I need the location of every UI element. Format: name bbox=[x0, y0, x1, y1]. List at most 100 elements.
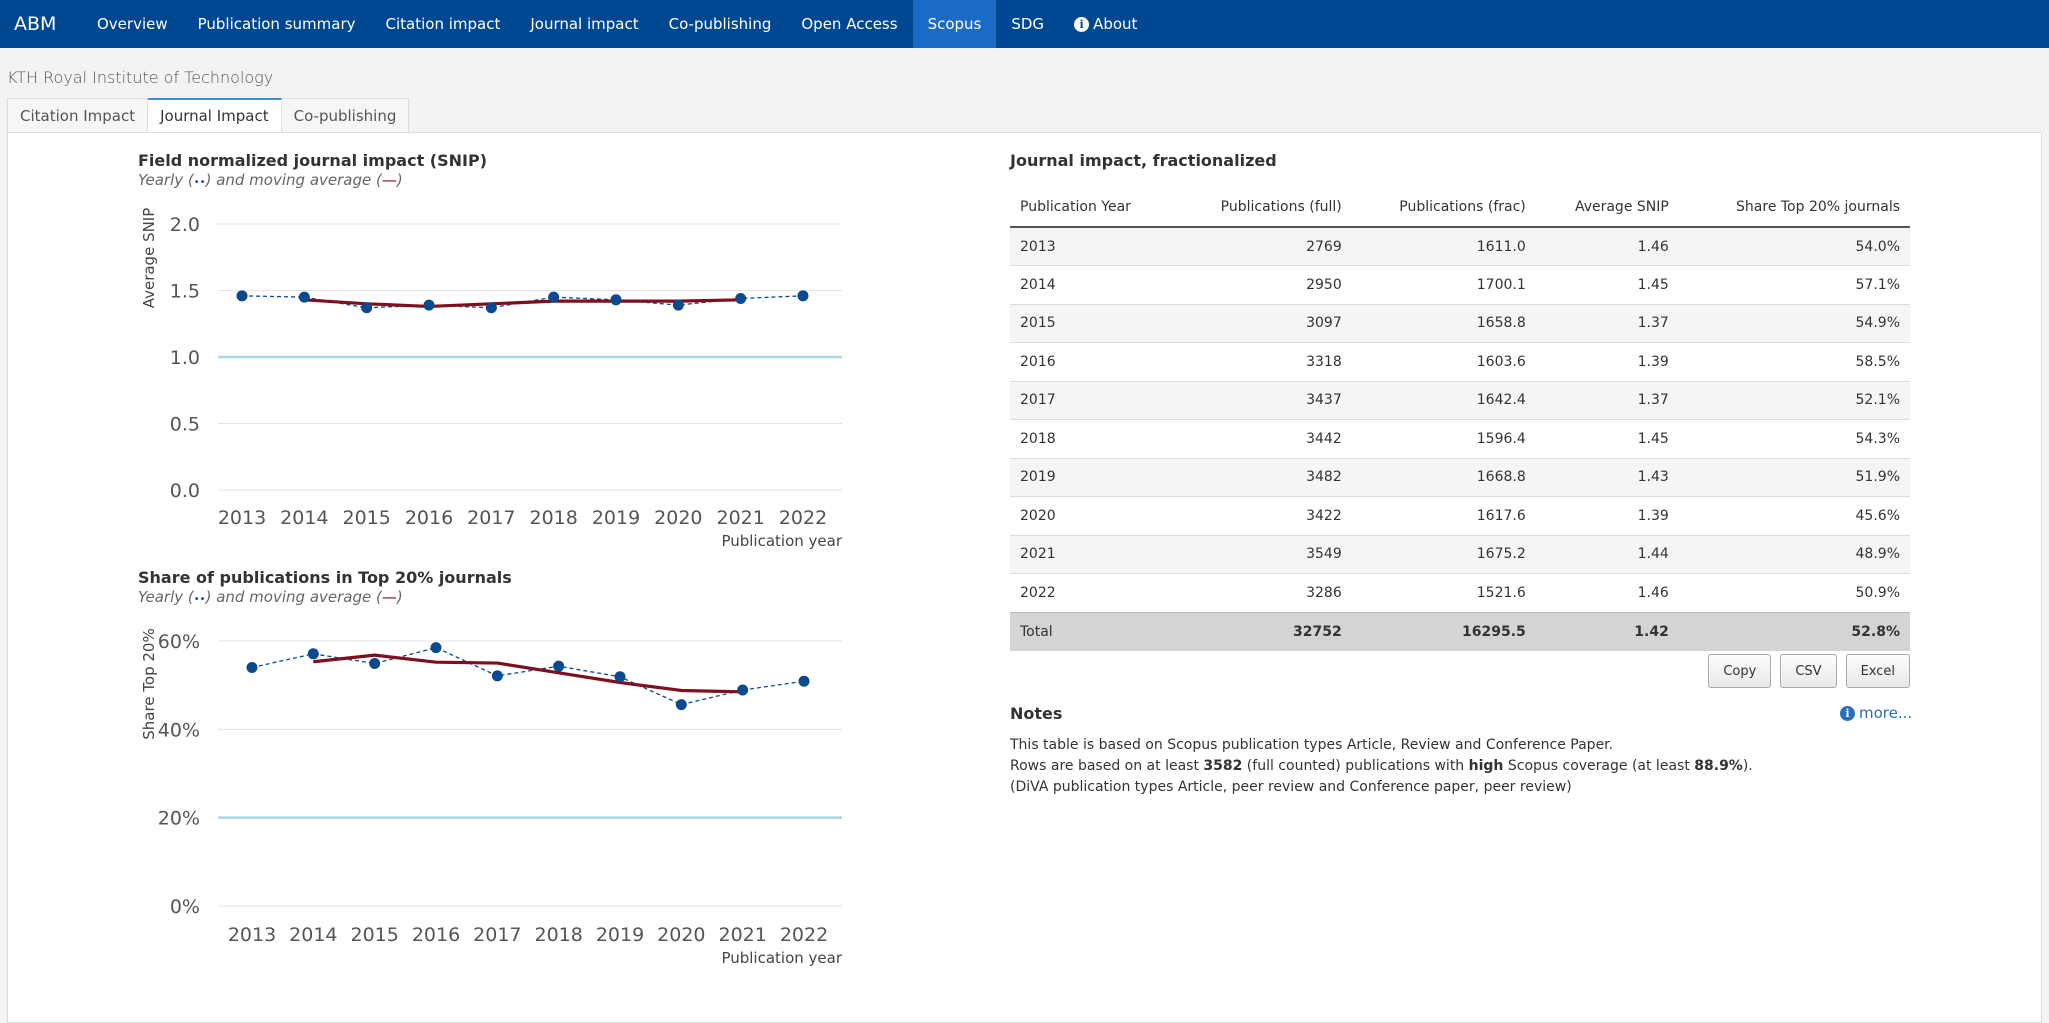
tab-co-publishing[interactable]: Co-publishing bbox=[281, 98, 410, 132]
x-tick-label: 2013 bbox=[218, 507, 266, 529]
table-cell: 52.8% bbox=[1678, 611, 1910, 651]
notes-fragment: Scopus coverage (at least bbox=[1503, 758, 1695, 774]
data-point bbox=[737, 684, 749, 696]
table-row: 2021 3549 1675.2 1.44 48.9% bbox=[1010, 534, 1910, 574]
table-cell: 52.1% bbox=[1678, 380, 1910, 420]
y-tick-label: 2.0 bbox=[170, 214, 200, 236]
table-cell: 50.9% bbox=[1678, 573, 1910, 612]
table-cell: 54.9% bbox=[1678, 303, 1910, 343]
data-point bbox=[735, 292, 747, 304]
table-cell: 2014 bbox=[1010, 265, 1175, 304]
x-tick-label: 2015 bbox=[342, 507, 390, 529]
table-cell: 1.39 bbox=[1535, 496, 1679, 535]
table-cell: 1668.8 bbox=[1351, 457, 1536, 497]
notes-fragment: Rows are based on at least bbox=[1010, 758, 1204, 774]
yearly-dots-legend: •• bbox=[193, 594, 206, 605]
table-cell: 45.6% bbox=[1678, 496, 1910, 535]
nav-about[interactable]: i About bbox=[1059, 0, 1152, 48]
y-tick-label: 0% bbox=[170, 896, 200, 918]
data-point bbox=[298, 291, 310, 303]
x-tick-label: 2014 bbox=[280, 507, 328, 529]
nav-journal-impact[interactable]: Journal impact bbox=[530, 15, 639, 33]
nav-publication-summary[interactable]: Publication summary bbox=[197, 15, 356, 33]
table-cell: 1.39 bbox=[1535, 342, 1679, 381]
x-tick-label: 2019 bbox=[596, 924, 644, 946]
page-title: KTH Royal Institute of Technology bbox=[7, 68, 274, 87]
table-cell: 2015 bbox=[1010, 303, 1175, 343]
data-point bbox=[369, 658, 381, 670]
nav-citation-impact[interactable]: Citation impact bbox=[385, 15, 501, 33]
data-point bbox=[307, 648, 319, 660]
table-cell: 2017 bbox=[1010, 380, 1175, 420]
y-tick-label: 60% bbox=[158, 631, 200, 653]
snip-chart-subtitle: Yearly (••) and moving average (—) bbox=[138, 171, 403, 189]
data-point bbox=[236, 290, 248, 302]
table-cell: 1.45 bbox=[1535, 265, 1679, 304]
x-tick-label: 2020 bbox=[657, 924, 705, 946]
more-link-label: more... bbox=[1859, 704, 1913, 722]
subtitle-part: Yearly ( bbox=[138, 171, 194, 189]
yearly-series-line bbox=[251, 646, 805, 706]
copy-button[interactable]: Copy bbox=[1708, 654, 1772, 688]
table-cell: 3286 bbox=[1174, 573, 1352, 612]
top20-chart-title: Share of publications in Top 20% journal… bbox=[138, 568, 512, 587]
x-tick-label: 2013 bbox=[228, 924, 276, 946]
excel-button[interactable]: Excel bbox=[1845, 654, 1910, 688]
table-cell: 2020 bbox=[1010, 496, 1175, 535]
col-header-year[interactable]: Publication Year bbox=[1010, 188, 1175, 228]
table-cell: 3318 bbox=[1174, 342, 1352, 381]
nav-sdg[interactable]: SDG bbox=[1011, 15, 1045, 33]
moving-average-legend: — bbox=[381, 588, 397, 606]
col-header-share-top20[interactable]: Share Top 20% journals bbox=[1678, 188, 1910, 228]
y-tick-label: 1.5 bbox=[170, 281, 200, 303]
x-tick-label: 2021 bbox=[718, 924, 766, 946]
nav-co-publishing[interactable]: Co-publishing bbox=[668, 15, 772, 33]
table-cell: 1.45 bbox=[1535, 419, 1679, 458]
table-row: 2022 3286 1521.6 1.46 50.9% bbox=[1010, 573, 1910, 612]
table-cell: 1.43 bbox=[1535, 457, 1679, 497]
csv-button[interactable]: CSV bbox=[1780, 654, 1837, 688]
table-row: 2019 3482 1668.8 1.43 51.9% bbox=[1010, 457, 1910, 497]
table-row: 2013 2769 1611.0 1.46 54.0% bbox=[1010, 226, 1910, 266]
data-point bbox=[246, 662, 258, 673]
nav-about-label: About bbox=[1093, 15, 1138, 33]
more-info-link[interactable]: i more... bbox=[1840, 704, 1912, 722]
data-point bbox=[423, 299, 435, 311]
tab-citation-impact[interactable]: Citation Impact bbox=[7, 98, 149, 132]
x-tick-label: 2015 bbox=[350, 924, 398, 946]
x-tick-label: 2016 bbox=[412, 924, 460, 946]
notes-line-2: Rows are based on at least 3582 (full co… bbox=[1010, 756, 1753, 777]
table-cell: 57.1% bbox=[1678, 265, 1910, 304]
table-cell: 1617.6 bbox=[1351, 496, 1536, 535]
data-point bbox=[553, 660, 565, 672]
data-point bbox=[485, 302, 497, 314]
table-cell: 1658.8 bbox=[1351, 303, 1536, 343]
snip-chart-title: Field normalized journal impact (SNIP) bbox=[138, 151, 487, 170]
x-axis-title: Publication year bbox=[721, 532, 842, 550]
table-cell: 1611.0 bbox=[1351, 226, 1536, 266]
notes-min-count: 3582 bbox=[1203, 758, 1243, 774]
data-point bbox=[361, 302, 373, 314]
col-header-pubs-full[interactable]: Publications (full) bbox=[1174, 188, 1352, 228]
table-row: 2017 3437 1642.4 1.37 52.1% bbox=[1010, 380, 1910, 420]
nav-scopus[interactable]: Scopus bbox=[912, 0, 997, 48]
col-header-pubs-frac[interactable]: Publications (frac) bbox=[1351, 188, 1536, 228]
table-cell: 32752 bbox=[1174, 611, 1352, 651]
x-tick-label: 2016 bbox=[405, 507, 453, 529]
data-point bbox=[491, 670, 503, 682]
table-cell: 2950 bbox=[1174, 265, 1352, 304]
col-header-avg-snip[interactable]: Average SNIP bbox=[1535, 188, 1679, 228]
subtitle-part: ) and moving average ( bbox=[205, 171, 382, 189]
notes-text: This table is based on Scopus publicatio… bbox=[1010, 735, 1753, 798]
table-cell: 48.9% bbox=[1678, 534, 1910, 574]
info-icon: i bbox=[1840, 705, 1855, 721]
nav-open-access[interactable]: Open Access bbox=[801, 15, 898, 33]
top20-chart-subtitle: Yearly (••) and moving average (—) bbox=[138, 588, 403, 606]
x-tick-label: 2021 bbox=[716, 507, 764, 529]
y-tick-label: 40% bbox=[158, 719, 200, 741]
tab-journal-impact[interactable]: Journal Impact bbox=[148, 98, 282, 132]
brand-logo[interactable]: ABM bbox=[14, 13, 57, 35]
y-tick-label: 20% bbox=[158, 808, 200, 830]
nav-overview[interactable]: Overview bbox=[97, 15, 168, 33]
